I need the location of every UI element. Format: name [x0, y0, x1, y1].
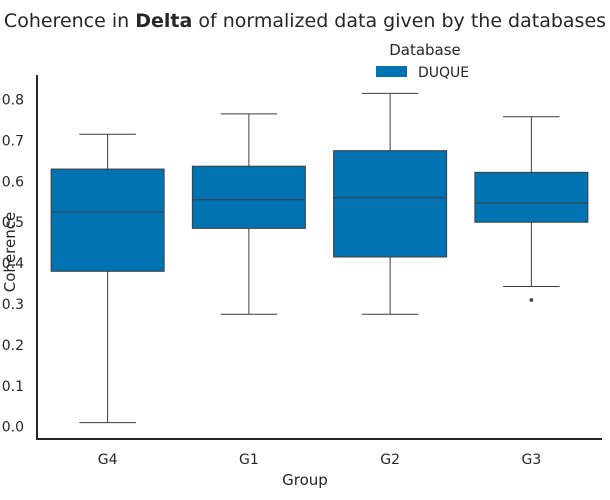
legend-label-duque: DUQUE [418, 65, 469, 81]
x-axis-ticks: G4 G1 G2 G3 [98, 452, 542, 468]
y-tick-label: 0.6 [2, 174, 24, 190]
chart-title-suffix: of normalized data given by the database… [192, 10, 606, 32]
y-tick-label: 0.0 [2, 420, 24, 436]
outlier-point [529, 298, 534, 302]
box-g4 [50, 168, 165, 272]
y-axis-ticks: 0.0 0.1 0.2 0.3 0.4 0.5 0.6 0.7 0.8 [2, 93, 24, 436]
box-g1 [191, 165, 306, 229]
x-tick-label: G1 [239, 452, 259, 468]
y-axis-label: Coherence [1, 212, 19, 292]
legend: Database DUQUE [376, 41, 469, 81]
x-tick-label: G3 [521, 452, 541, 468]
chart-title: Coherence in Delta of normalized data gi… [4, 10, 606, 32]
x-tick-label: G2 [380, 452, 400, 468]
legend-swatch-duque [376, 66, 407, 77]
y-tick-label: 0.5 [2, 215, 24, 231]
chart-title-prefix: Coherence in [4, 10, 135, 32]
box-g3 [474, 171, 589, 223]
x-axis-label: Group [282, 471, 328, 489]
chart-title-bold: Delta [135, 10, 192, 32]
box-g2 [333, 150, 448, 258]
plot-boxes [50, 92, 589, 424]
legend-title: Database [389, 41, 461, 59]
y-tick-label: 0.8 [2, 93, 24, 109]
y-tick-label: 0.3 [2, 297, 24, 313]
y-tick-label: 0.1 [2, 379, 24, 395]
y-tick-label: 0.7 [2, 133, 24, 149]
y-tick-label: 0.2 [2, 338, 24, 354]
x-tick-label: G4 [98, 452, 118, 468]
y-tick-label: 0.4 [2, 256, 24, 272]
